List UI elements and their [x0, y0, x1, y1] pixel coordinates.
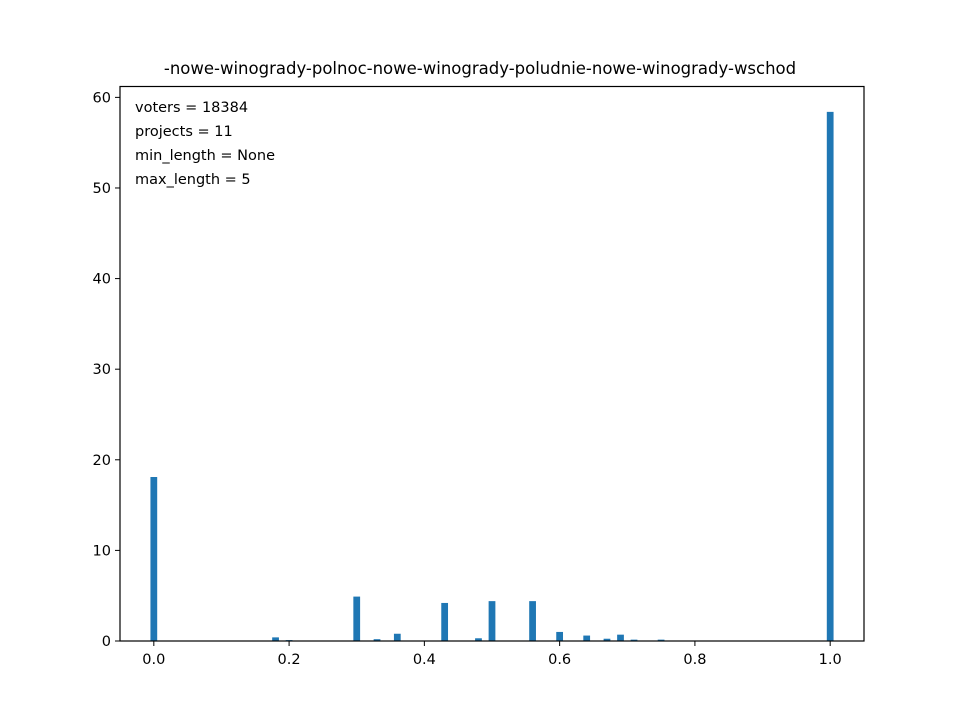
bar [630, 639, 638, 641]
bar [441, 602, 449, 641]
bar-series [150, 111, 834, 642]
bar [272, 637, 279, 641]
bar [488, 601, 496, 641]
x-tick-label: 0.6 [548, 652, 571, 668]
y-tick-label: 60 [93, 90, 111, 106]
bar [353, 596, 361, 641]
y-tick-label: 0 [102, 634, 111, 650]
bar [150, 477, 158, 641]
x-axis: 0.0 0.2 0.4 0.6 0.8 1.0 [142, 641, 842, 668]
stats-annotation: voters = 18384 projects = 11 min_length = … [135, 100, 275, 188]
bar [617, 634, 624, 641]
y-tick-label: 50 [93, 181, 111, 197]
x-tick-label: 0.2 [278, 652, 301, 668]
annotation-line: voters = 18384 [135, 100, 248, 116]
bar [529, 601, 536, 641]
bar [826, 111, 834, 642]
annotation-line: max_length = 5 [135, 172, 251, 188]
y-tick-label: 20 [93, 453, 111, 469]
bar [556, 631, 564, 641]
y-tick-label: 10 [93, 543, 111, 559]
y-axis: 0 10 20 30 40 50 60 [93, 90, 120, 650]
annotation-line: projects = 11 [135, 124, 233, 140]
y-tick-label: 30 [93, 362, 111, 378]
bar [373, 639, 381, 641]
bar [657, 639, 665, 641]
bar [475, 638, 482, 641]
x-tick-label: 1.0 [819, 652, 842, 668]
chart-title: -nowe-winogrady-polnoc-nowe-winogrady-po… [164, 59, 796, 78]
x-tick-label: 0.4 [413, 652, 436, 668]
annotation-line: min_length = None [135, 148, 275, 164]
x-tick-label: 0.0 [142, 652, 165, 668]
bar [603, 638, 611, 641]
x-tick-label: 0.8 [683, 652, 706, 668]
bar [393, 633, 401, 641]
y-tick-label: 40 [93, 272, 111, 288]
plot-frame [119, 85, 865, 642]
bar [583, 635, 591, 641]
